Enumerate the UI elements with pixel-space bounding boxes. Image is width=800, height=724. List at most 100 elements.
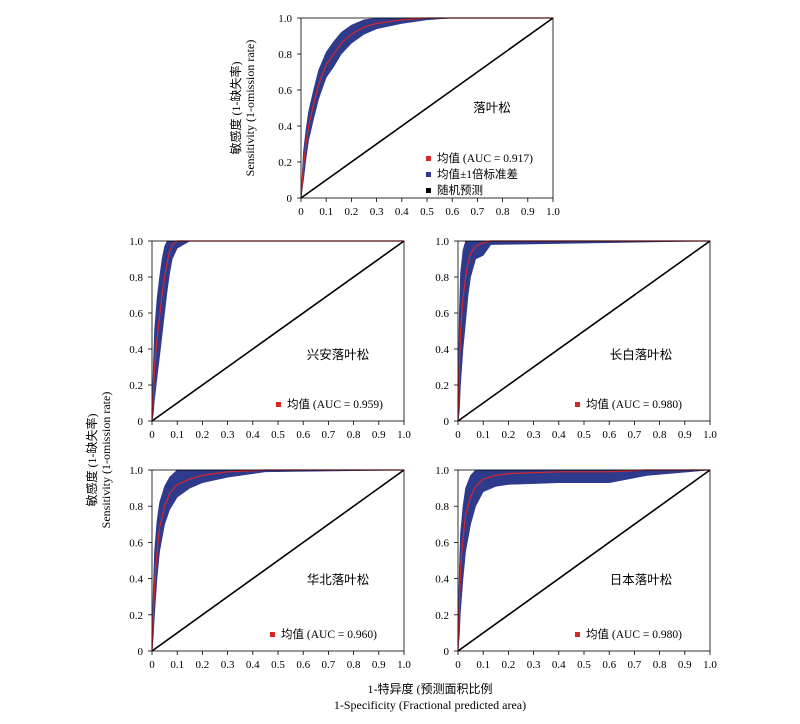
panel-4-std-band [457,469,711,652]
panel-1-xtick-label: 0.2 [196,429,210,441]
panel-4-xtick-label: 1.0 [703,659,717,671]
panel-3-xtick-label: 0.7 [322,659,336,671]
legend-random-swatch [426,188,431,193]
panel-dahurian-larch: 0 0.1 0.2 0.3 0.4 0.5 0.6 0.7 0.8 0.9 1.0 0 0.2 0.4 0.… [129,236,411,441]
panel-2-auc-swatch [575,402,580,407]
panel-4-xtick-label: 0.3 [527,659,541,671]
panel-2-title: 长白落叶松 [610,347,673,362]
panel-2-ytick-label: 0.6 [435,308,449,320]
panel-3-ytick-label: 1.0 [129,465,143,477]
panel-0-xtick-label: 0.5 [420,206,434,218]
panel-0-xtick-label: 0.2 [345,206,359,218]
panel-1-auc-swatch [276,402,281,407]
panel-0-random-line [300,17,554,199]
panel-3-mean-line [151,469,404,652]
panel-3-std-band [151,469,405,652]
panel-changbai-larch: 0 0.1 0.2 0.3 0.4 0.5 0.6 0.7 0.8 0.9 1.0 0 0.2 0.4 0.… [435,236,717,441]
panel-2-xtick-label: 0.7 [628,429,642,441]
panel-2-auc-label: 均值 (AUC = 0.980) [586,398,682,411]
panel-0-ytick-label: 0.4 [278,121,292,133]
panel-4-ytick-label: 1.0 [435,465,449,477]
panel-0-xtick-label: 0.6 [445,206,459,218]
panel-2-xtick-label: 0.1 [476,429,490,441]
panel-3-ytick-label: 0 [138,646,144,658]
legend-random-label: 随机预测 [437,183,483,197]
panel-4-xtick-label: 0.9 [678,659,692,671]
panel-0-xtick-label: 0.8 [496,206,510,218]
panel-1-ytick-label: 0 [138,416,144,428]
shared-ylabel-cn: 敏感度 (1-缺失率) [84,414,99,507]
panel-0-title: 落叶松 [473,101,511,115]
panel-3-auc-swatch [270,632,275,637]
panel-1-title: 兴安落叶松 [307,347,370,362]
panel-3-title: 华北落叶松 [307,572,370,587]
panel-0-xtick-label: 0.1 [319,206,333,218]
panel-4-xtick-label: 0.7 [628,659,642,671]
legend-mean-label: 均值 (AUC = 0.917) [437,152,533,165]
panel-4-xtick-label: 0.8 [653,659,667,671]
panel-2-xtick-label: 0.5 [577,429,591,441]
panel-3-ytick-label: 0.2 [129,610,143,622]
panel-2-random-line [457,240,711,422]
panel-japanese-larch: 0 0.1 0.2 0.3 0.4 0.5 0.6 0.7 0.8 0.9 1.0 0 0.2 0.4 0.… [435,465,717,671]
panel-2-xtick-label: 0 [455,429,461,441]
panel-3-xtick-label: 0.5 [271,659,285,671]
panel-0-ylabel-cn: 敏感度 (1-缺失率) [228,62,243,155]
panel-0-ytick-label: 0.8 [278,49,292,61]
panel-0-mean-line [300,17,553,199]
panel-3-xtick-label: 0.8 [347,659,361,671]
panel-3-xtick-label: 1.0 [397,659,411,671]
panel-3-xtick-label: 0.6 [296,659,310,671]
panel-2-xtick-label: 1.0 [703,429,717,441]
panel-1-xtick-label: 0 [149,429,155,441]
panel-1-xtick-label: 0.8 [347,429,361,441]
panel-3-plot: 0 0.1 0.2 0.3 0.4 0.5 0.6 0.7 0.8 0.9 1.0 0 0.2 0.4 0.… [129,465,411,671]
panel-4-ytick-label: 0 [444,646,450,658]
panel-3-xtick-label: 0 [149,659,155,671]
panel-3-auc-label: 均值 (AUC = 0.960) [281,628,377,641]
panel-2-mean-line [457,240,710,422]
panel-0-ytick-label: 0 [287,193,293,205]
legend-std-swatch [426,172,431,177]
panel-2-ytick-label: 0.4 [435,344,449,356]
panel-4-xtick-label: 0.2 [502,659,516,671]
panel-4-ytick-label: 0.4 [435,574,449,586]
panel-north-china-larch: 0 0.1 0.2 0.3 0.4 0.5 0.6 0.7 0.8 0.9 1.0 0 0.2 0.4 0.… [129,465,411,671]
panel-1-xtick-label: 0.6 [296,429,310,441]
panel-0-xtick-label: 0.4 [395,206,409,218]
panel-1-ytick-label: 0.6 [129,308,143,320]
panel-1-xtick-label: 0.7 [322,429,336,441]
panel-2-xtick-label: 0.3 [527,429,541,441]
shared-ylabel-en: Sensitivity (1-omission rate) [99,392,113,529]
panel-4-ytick-label: 0.2 [435,610,449,622]
panel-1-xtick-label: 1.0 [397,429,411,441]
panel-4-xtick-label: 0.1 [476,659,490,671]
panel-2-ytick-label: 0 [444,416,450,428]
panel-3-xtick-label: 0.2 [196,659,210,671]
panel-0-ytick-label: 0.2 [278,157,292,169]
panel-2-plot: 0 0.1 0.2 0.3 0.4 0.5 0.6 0.7 0.8 0.9 1.0 0 0.2 0.4 0.… [435,236,717,441]
panel-1-ytick-label: 1.0 [129,236,143,248]
panel-3-ytick-label: 0.6 [129,537,143,549]
panel-4-auc-swatch [575,632,580,637]
panel-0-ytick-label: 0.6 [278,85,292,97]
panel-2-ytick-label: 0.2 [435,380,449,392]
panel-2-ytick-label: 1.0 [435,236,449,248]
shared-xlabel-cn: 1-特异度 (预测面积比例 [368,681,493,696]
panel-1-xtick-label: 0.3 [221,429,235,441]
panel-4-random-line [457,469,711,652]
legend-std-label: 均值±1倍标准差 [437,167,518,181]
panel-0-ylabel-en: Sensitivity (1-omission rate) [243,40,257,177]
panel-0-ytick-label: 1.0 [278,13,292,25]
panel-2-std-band [457,240,711,422]
panel-1-xtick-label: 0.4 [246,429,260,441]
panel-1-auc-label: 均值 (AUC = 0.959) [287,398,383,411]
panel-3-random-line [151,469,405,652]
panel-1-random-line [151,240,405,422]
panel-4-xtick-label: 0.6 [602,659,616,671]
panel-1-xtick-label: 0.1 [170,429,184,441]
panel-0-xtick-label: 0 [298,206,304,218]
panel-0-plot: 0 0.1 0.2 0.3 0.4 0.5 0.6 0.7 0.8 0.9 1.0 0 0.2 0.4 0.… [278,13,560,218]
panel-2-xtick-label: 0.9 [678,429,692,441]
